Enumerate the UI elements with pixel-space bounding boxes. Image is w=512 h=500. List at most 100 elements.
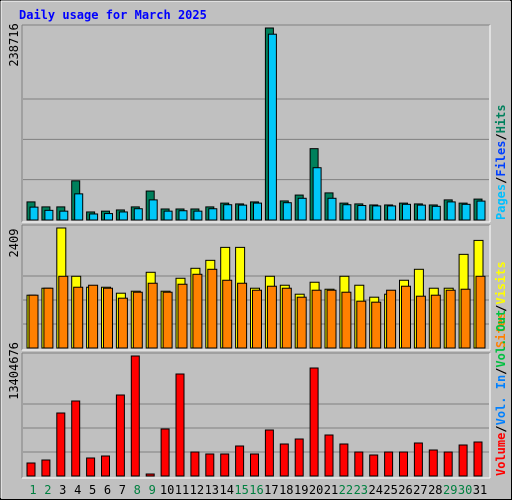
x-tick-label: 17 [264,483,278,497]
bar [387,205,397,221]
bar [264,429,274,477]
x-tick-label: 16 [249,483,263,497]
legend-entry: / [494,425,508,432]
x-tick-label: 13 [205,483,219,497]
bar [416,204,426,221]
x-tick-label: 3 [59,483,66,497]
bar [443,451,453,477]
legend: Pages/Files/Hits [494,104,508,220]
x-tick-label: 8 [134,483,141,497]
x-tick-label: 28 [428,483,442,497]
x-tick-label: 10 [160,483,174,497]
bar [415,295,426,349]
bar [324,434,334,477]
x-tick-label: 12 [190,483,204,497]
bar [145,473,155,477]
bar [89,213,99,221]
bar [297,197,307,221]
bar [41,459,51,477]
bar [160,428,170,477]
bar [130,355,140,477]
plot-area [22,25,490,222]
bar [327,197,337,221]
bar [401,285,411,349]
bar [372,205,382,221]
bar [266,285,277,349]
bar [281,287,292,349]
legend-entry: Pages [494,184,508,220]
bar [86,457,96,477]
bar [238,204,248,221]
bar [312,167,322,221]
legend-entry: / [494,368,508,375]
x-tick-label: 11 [175,483,189,497]
legend-entry: Files [494,141,508,177]
legend-entry: Hits [494,104,508,133]
legend: Volume/Vol. In/Vol. Out [494,310,508,476]
bar [26,462,36,477]
bar [445,289,456,349]
legend-entry: Vol. In [494,375,508,426]
bar [475,275,486,349]
bar [103,287,113,349]
bar [235,445,245,477]
x-tick-label: 19 [294,483,308,497]
bar [44,209,54,221]
bar [178,210,188,221]
legend-entry: Vol. Out [494,310,508,368]
bar [29,206,39,221]
bar [252,289,262,349]
bar [148,199,158,221]
bar [431,205,441,221]
bar [461,203,471,221]
bar [220,453,230,477]
bar [59,210,69,221]
bar [177,283,188,349]
bar [399,451,408,477]
bar [296,296,307,349]
bar [133,208,143,221]
bar [101,455,110,477]
bar [354,451,364,477]
bar [43,287,54,349]
bar [193,210,203,221]
bar [253,202,262,221]
bar [413,442,423,477]
bar [356,300,367,349]
bar [88,284,99,349]
bar [446,201,456,221]
x-tick-label: 31 [473,483,487,497]
chart-title: Daily usage for March 2025 [19,8,207,22]
bar [342,204,352,221]
bar [115,394,125,477]
y-tick-label: 2409 [7,229,21,258]
bar [117,297,128,349]
x-tick-label: 20 [309,483,323,497]
legend: Sites/Visits [494,261,508,348]
bar [476,200,486,221]
bar [73,286,84,349]
x-tick-label: 6 [104,483,111,497]
y-tick-label: 238716 [7,23,21,66]
x-tick-label: 24 [368,483,382,497]
bar [428,449,438,477]
bar [56,412,66,477]
bar [473,441,483,477]
legend-entry: / [494,177,508,184]
bar [118,211,128,221]
bar [430,294,441,349]
x-tick-label: 26 [398,483,412,497]
x-tick-label: 2 [44,483,51,497]
bar [311,289,322,349]
bar [132,291,143,349]
bar [326,289,337,349]
bar [371,301,382,349]
x-tick-label: 1 [29,483,36,497]
bar [458,444,468,477]
bar [282,202,292,221]
bar [163,210,173,221]
bar [384,451,394,477]
x-tick-label: 21 [324,483,338,497]
bar [222,279,233,349]
